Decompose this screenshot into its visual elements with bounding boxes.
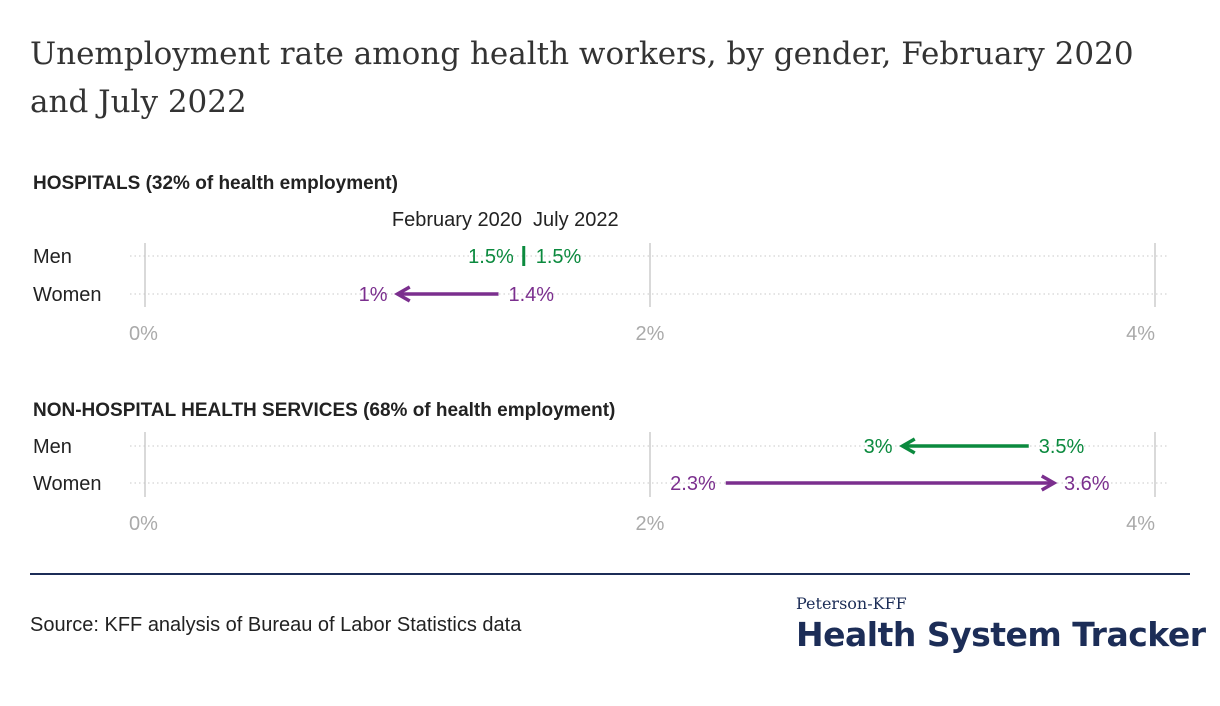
feb2020-value-label: 1.5% (468, 246, 514, 268)
panel-plot: 0% 2% 4% Men 1.5% 1.5% Women 1.4% 1% (33, 243, 1168, 345)
feb2020-value-label: 1.4% (509, 284, 555, 306)
x-tick-label: 4% (1126, 513, 1155, 535)
x-tick-label: 0% (129, 323, 158, 345)
legend-jul2022: July 2022 (533, 209, 619, 231)
footer-divider (30, 573, 1190, 575)
panel-non-hospital: NON-HOSPITAL HEALTH SERVICES (68% of hea… (33, 400, 1168, 535)
row-label: Women (33, 473, 102, 495)
jul2022-value-label: 1.5% (536, 246, 582, 268)
legend-feb2020: February 2020 (392, 209, 522, 231)
brand-logo: Peterson-KFF Health System Tracker (796, 594, 1206, 654)
feb2020-value-label: 3.5% (1039, 436, 1085, 458)
jul2022-value-label: 1% (359, 284, 388, 306)
panel-title: NON-HOSPITAL HEALTH SERVICES (68% of hea… (33, 400, 615, 421)
jul2022-value-label: 3% (864, 436, 893, 458)
panel-hospitals: HOSPITALS (32% of health employment) Feb… (33, 173, 1168, 345)
panel-plot: 0% 2% 4% Men 3.5% 3% Women 2.3% 3.6% (33, 432, 1168, 535)
source-note: Source: KFF analysis of Bureau of Labor … (30, 614, 522, 636)
x-tick-label: 2% (636, 323, 665, 345)
logo-top-text: Peterson-KFF (796, 594, 907, 613)
row-label: Women (33, 284, 102, 306)
x-tick-label: 4% (1126, 323, 1155, 345)
row-label: Men (33, 246, 72, 268)
row-label: Men (33, 436, 72, 458)
chart-title: Unemployment rate among health workers, … (30, 36, 1134, 120)
feb2020-value-label: 2.3% (670, 473, 716, 495)
panel-title: HOSPITALS (32% of health employment) (33, 173, 398, 194)
jul2022-value-label: 3.6% (1064, 473, 1110, 495)
chart-canvas: HOSPITALS (32% of health employment) Feb… (33, 173, 1168, 535)
logo-bottom-text: Health System Tracker (796, 615, 1206, 654)
x-tick-label: 0% (129, 513, 158, 535)
x-tick-label: 2% (636, 513, 665, 535)
